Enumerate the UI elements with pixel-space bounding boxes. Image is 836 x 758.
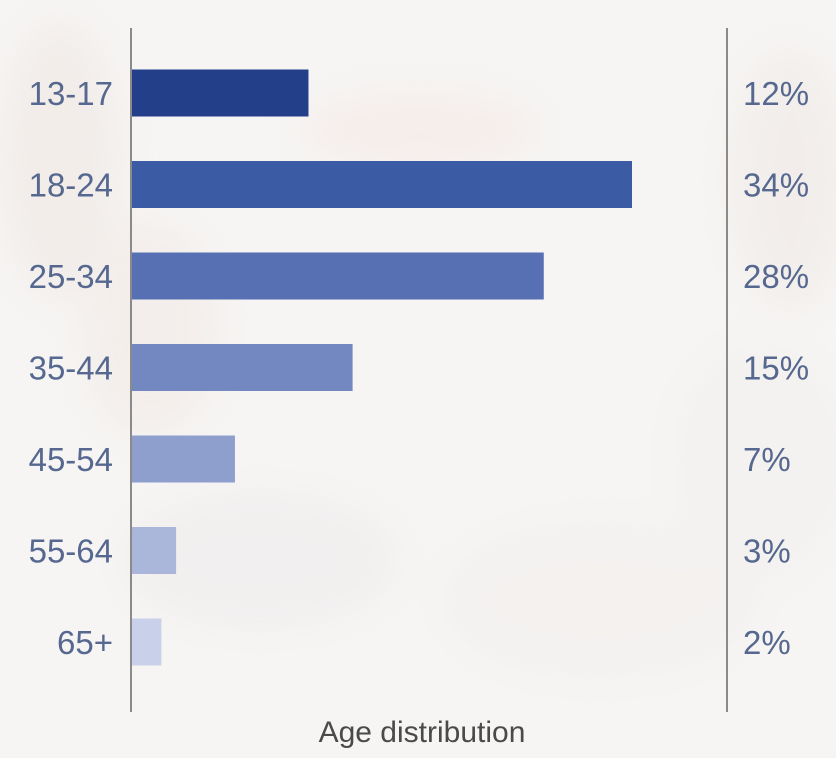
bar-13-17 [132,69,309,117]
bar-25-34 [132,252,544,300]
bar-45-54 [132,435,235,483]
category-labels-group: 13-17 18-24 25-34 35-44 45-54 55-64 65+ [29,75,113,661]
bar-65plus [132,618,162,666]
category-label: 45-54 [29,441,113,478]
value-label: 7% [743,441,791,478]
category-label: 55-64 [29,533,113,570]
value-labels-group: 12% 34% 28% 15% 7% 3% 2% [743,75,809,661]
category-label: 25-34 [29,258,113,295]
value-label: 3% [743,533,791,570]
x-axis-title: Age distribution [319,716,526,749]
bars-group [132,69,632,666]
category-label: 35-44 [29,350,113,387]
category-label: 13-17 [29,75,113,112]
value-label: 2% [743,624,791,661]
category-label: 65+ [57,624,113,661]
value-label: 15% [743,350,809,387]
bar-55-64 [132,527,177,574]
value-label: 34% [743,167,809,204]
value-label: 28% [743,258,809,295]
category-label: 18-24 [29,167,113,204]
value-label: 12% [743,75,809,112]
bar-18-24 [132,161,632,208]
bar-35-44 [132,344,353,391]
